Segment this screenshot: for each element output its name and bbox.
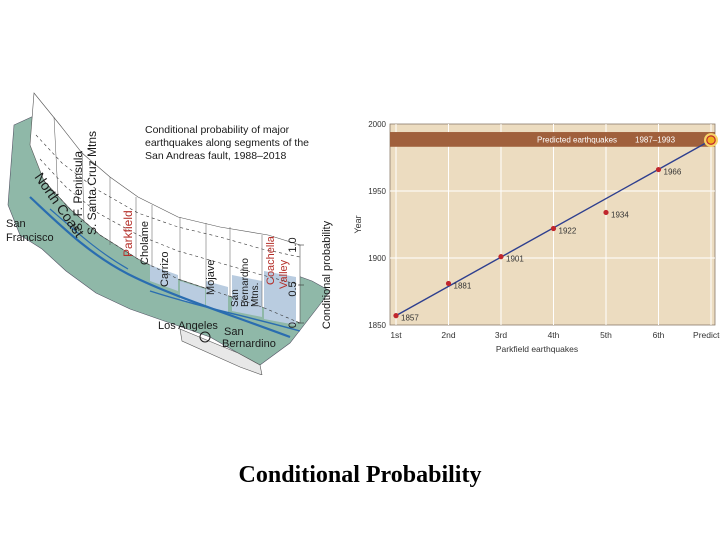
data-label: 1857: [401, 314, 419, 323]
fault-traces: [29, 196, 301, 339]
probability-bars: [150, 265, 296, 325]
segment-mojave: Mojave: [205, 260, 217, 295]
fault-title-line1: Conditional probability of major: [145, 124, 290, 136]
data-label: 1966: [664, 168, 682, 177]
y-tick-label: 1900: [368, 254, 386, 263]
data-label: 1922: [559, 227, 577, 236]
x-tick-label: 1st: [390, 330, 402, 340]
x-tick-label: 5th: [600, 330, 612, 340]
segment-coachella-line2: Valley: [278, 259, 290, 289]
y-tick-label: 2000: [368, 120, 386, 129]
fault-title-line3: San Andreas fault, 1988–2018: [145, 150, 286, 162]
data-point: [550, 225, 557, 232]
x-tick-label: 2nd: [441, 330, 455, 340]
data-point: [498, 254, 504, 260]
y-tick-label: 1950: [368, 187, 386, 196]
predicted-point: [706, 135, 716, 145]
data-label: 1934: [611, 210, 629, 219]
x-tick-label: 3rd: [495, 330, 508, 340]
place-los-angeles: Los Angeles: [158, 320, 218, 332]
data-point: [393, 313, 399, 319]
segment-sbm-line3: Mtns.: [250, 283, 261, 307]
place-sf-line1: San: [6, 218, 26, 230]
parkfield-chart: 1850 1900 1950 2000 1st 2nd 3rd 4th 5th 6th Predic…: [353, 120, 720, 354]
x-tick-label: Predicted: [693, 330, 720, 340]
segment-sbm-line2: Bernardino: [240, 258, 251, 307]
segment-coachella-line1: Coachella: [265, 235, 277, 285]
prob-tick-0: 0: [287, 322, 299, 328]
probability-axis-label: Conditional probability: [321, 220, 333, 329]
plot-background: [389, 123, 716, 326]
los-angeles-marker: [199, 331, 211, 343]
fault-probability-diagram: 1.0 0.5 0 Conditional probability Condit…: [6, 92, 333, 375]
fault-title-line2: earthquakes along segments of the: [145, 137, 309, 149]
place-sb-line2: Bernardino: [222, 338, 276, 350]
segment-parkfield: Parkfield: [121, 210, 135, 257]
x-tick-label: 6th: [653, 330, 665, 340]
predicted-band-label: Predicted earthquakes: [537, 135, 617, 144]
place-sb-line1: San: [224, 326, 244, 338]
data-point: [655, 166, 662, 173]
probability-axis-ticks: [298, 244, 304, 324]
predicted-range-label: 1987–1993: [635, 135, 676, 144]
map-base-edge: [179, 328, 263, 375]
y-tick-label: 1850: [368, 321, 386, 330]
slide-caption: Conditional Probability: [238, 462, 482, 488]
data-label: 1901: [506, 255, 524, 264]
segment-dividers: [53, 116, 263, 307]
x-tick-label: 4th: [548, 330, 560, 340]
data-point: [445, 280, 452, 287]
x-axis-label: Parkfield earthquakes: [496, 344, 578, 354]
data-label: 1881: [454, 281, 472, 290]
segment-cholame: Cholame: [139, 221, 151, 265]
predicted-band: [390, 132, 715, 147]
y-axis-label: Year: [353, 215, 363, 233]
place-sf-line2: Francisco: [6, 232, 54, 244]
data-point: [603, 209, 609, 216]
segment-sbm-line1: San: [230, 289, 241, 307]
prob-tick-1: 1.0: [287, 237, 299, 252]
segment-santa-cruz: S. Santa Cruz Mtns: [85, 131, 99, 235]
probability-grid: [35, 134, 301, 324]
segment-sf-peninsula: S. F. Peninsula: [71, 151, 85, 231]
segment-carrizo: Carrizo: [159, 252, 171, 287]
prob-tick-05: 0.5: [287, 281, 299, 296]
